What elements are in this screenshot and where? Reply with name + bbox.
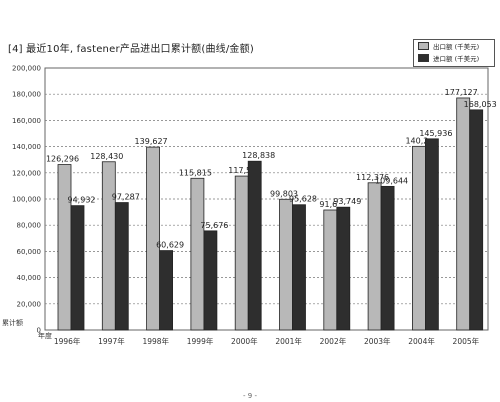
data-label-import: 97,287 <box>112 193 140 202</box>
x-tick-label: 2000年 <box>231 336 258 346</box>
y-tick-label: 40,000 <box>17 274 42 282</box>
data-label-import: 95,628 <box>289 195 317 204</box>
y-tick-label: 80,000 <box>17 222 42 230</box>
data-label-import: 168,053 <box>464 100 497 109</box>
legend-swatch-export <box>418 42 429 50</box>
data-label-export: 115,815 <box>179 168 212 177</box>
y-tick-label: 100,000 <box>12 196 41 204</box>
legend-label-import: 进口额 (千美元) <box>433 55 480 63</box>
legend-label-export: 出口额 (千美元) <box>433 43 480 51</box>
legend-item-export: 出口额 (千美元) <box>414 40 494 52</box>
data-label-import: 60,629 <box>156 241 184 250</box>
bar-import <box>114 202 129 331</box>
data-label-import: 94,932 <box>68 196 96 205</box>
data-label-import: 93,749 <box>333 197 361 206</box>
data-label-export: 112,376 <box>356 173 389 182</box>
y-tick-label: 180,000 <box>12 91 41 99</box>
x-tick-label: 2002年 <box>320 336 347 346</box>
x-axis-label: 年度 <box>38 331 52 340</box>
x-tick-label: 2003年 <box>364 336 391 346</box>
y-axis-label: 累计额 <box>2 318 23 327</box>
bar-export <box>279 198 293 331</box>
y-tick-label: 200,000 <box>12 65 41 73</box>
bar-export <box>411 145 426 331</box>
bar-export <box>57 164 72 331</box>
data-label-export: 99,803 <box>270 189 298 198</box>
y-tick-label: 60,000 <box>17 248 42 256</box>
x-tick-label: 2005年 <box>453 336 480 346</box>
y-tick-label: 140,000 <box>12 143 41 151</box>
x-tick-label: 2004年 <box>408 336 435 346</box>
data-label-export: 117,5 <box>228 166 251 175</box>
x-tick-label: 1997年 <box>98 336 125 346</box>
bar-import <box>247 160 262 331</box>
bar-export <box>456 97 471 331</box>
data-label-export: 128,430 <box>90 152 123 161</box>
data-label-export: 126,296 <box>46 155 79 164</box>
y-tick-label: 160,000 <box>12 117 41 125</box>
bar-import <box>292 204 306 331</box>
x-tick-label: 1996年 <box>54 336 81 346</box>
data-label-export: 177,127 <box>445 88 478 97</box>
x-tick-label: 1998年 <box>142 336 169 346</box>
bar-export <box>101 161 116 331</box>
chart-title: [4] 最近10年, fastener产品进出口累计额(曲线/金额) <box>8 44 254 55</box>
data-label-import: 128,838 <box>242 151 275 160</box>
legend: 出口额 (千美元) 进口额 (千美元) <box>413 39 495 67</box>
bar-import <box>203 230 218 331</box>
bar-export <box>190 177 205 331</box>
data-label-import: 75,676 <box>200 221 228 230</box>
x-tick-label: 1999年 <box>187 336 214 346</box>
legend-item-import: 进口额 (千美元) <box>414 52 494 64</box>
data-label-import: 109,644 <box>375 176 408 185</box>
legend-swatch-import <box>418 54 429 62</box>
y-tick-label: 20,000 <box>17 300 42 308</box>
bar-import <box>159 250 174 331</box>
data-label-export: 139,627 <box>135 137 168 146</box>
bar-import <box>70 205 85 331</box>
y-tick-label: 120,000 <box>12 169 41 177</box>
data-label-export: 91,6 <box>319 200 337 209</box>
bar-import <box>424 138 439 331</box>
bar-import <box>469 109 484 331</box>
page-number: - 9 - <box>243 392 257 400</box>
data-label-export: 140,2 <box>405 136 428 145</box>
data-label-import: 145,936 <box>419 129 452 138</box>
bar-export <box>146 146 161 331</box>
x-tick-label: 2001年 <box>275 336 302 346</box>
y-tick-label: 0 <box>37 327 41 335</box>
bar-import <box>336 206 351 331</box>
bar-export <box>367 182 382 331</box>
bar-export <box>234 175 249 331</box>
bar-export <box>323 209 338 331</box>
bar-import <box>380 185 395 331</box>
